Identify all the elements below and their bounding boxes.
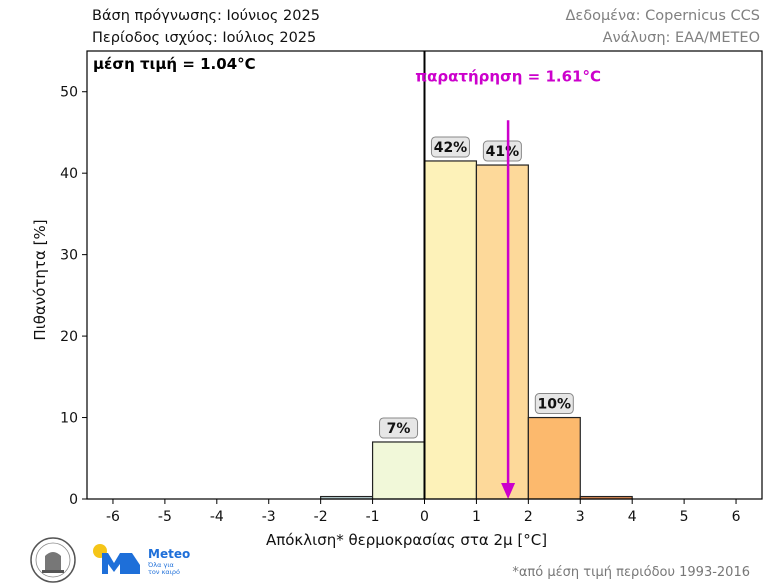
y-tick-label-0: 0: [69, 492, 78, 508]
meteo-logo-tagline-2: τον καιρό: [148, 568, 181, 576]
meteo-logo: Meteo Όλα για τον καιρό: [92, 540, 192, 580]
bar-label-3: 41%: [486, 144, 520, 160]
x-tick-label-4: -2: [314, 509, 328, 525]
x-tick-label-11: 5: [680, 509, 689, 525]
forecast-base-text: Βάση πρόγνωσης: Ιούνιος 2025: [92, 8, 320, 24]
bar-label-2: 42%: [434, 140, 468, 156]
meteo-logo-tagline-1: Όλα για: [148, 561, 174, 569]
y-tick-label-2: 20: [60, 329, 78, 345]
meteo-logo-name: Meteo: [148, 547, 191, 561]
x-tick-label-5: -1: [366, 509, 380, 525]
x-tick-label-6: 0: [420, 509, 429, 525]
mean-label: μέση τιμή = 1.04°C: [93, 55, 256, 73]
bar-1: [371, 441, 426, 500]
x-tick-label-8: 2: [524, 509, 533, 525]
bar-4: [527, 416, 581, 500]
y-axis-label: Πιθανότητα [%]: [31, 219, 49, 340]
y-tick-label-3: 30: [60, 248, 78, 264]
bar-label-box-3: [482, 140, 522, 162]
observation-label: παρατήρηση = 1.61°C: [415, 67, 601, 85]
institution-seal-logo: [30, 537, 76, 583]
bar-label-4: 10%: [538, 397, 572, 413]
x-tick-label-2: -4: [210, 509, 224, 525]
x-tick-label-9: 3: [576, 509, 585, 525]
y-tick-label-5: 50: [60, 85, 78, 101]
bar-label-1: 7%: [387, 421, 411, 437]
bar-label-box-2: [430, 136, 470, 158]
x-tick-label-7: 1: [472, 509, 481, 525]
probability-chart: 7% 42% 41% 10% παρατήρηση = 1.61°C μέση τιμή …: [31, 50, 763, 549]
bar-label-box-1: [379, 417, 419, 439]
x-tick-label-12: 6: [732, 509, 741, 525]
y-tick-label-1: 10: [60, 411, 78, 427]
analysis-text: Ανάλυση: ΕΑΑ/METEO: [602, 30, 760, 46]
data-source-text: Δεδομένα: Copernicus CCS: [565, 8, 760, 24]
bar-3: [475, 164, 529, 500]
meteo-logo-tagline: Όλα για τον καιρό: [148, 562, 180, 576]
validity-period-text: Περίοδος ισχύος: Ιούλιος 2025: [92, 30, 317, 46]
bar-2: [423, 160, 478, 500]
footnote-text: *από μέση τιμή περιόδου 1993-2016: [512, 565, 750, 580]
x-tick-label-1: -5: [158, 509, 172, 525]
x-axis-label: Απόκλιση* θερμοκρασίας στα 2μ [°C]: [266, 531, 547, 549]
y-tick-label-4: 40: [60, 166, 78, 182]
meteo-logo-mark-icon: [93, 544, 140, 574]
bar-label-box-4: [534, 393, 574, 415]
x-tick-label-0: -6: [106, 509, 120, 525]
x-tick-label-3: -3: [262, 509, 276, 525]
observation-arrow-head: [501, 483, 516, 499]
x-tick-label-10: 4: [628, 509, 637, 525]
